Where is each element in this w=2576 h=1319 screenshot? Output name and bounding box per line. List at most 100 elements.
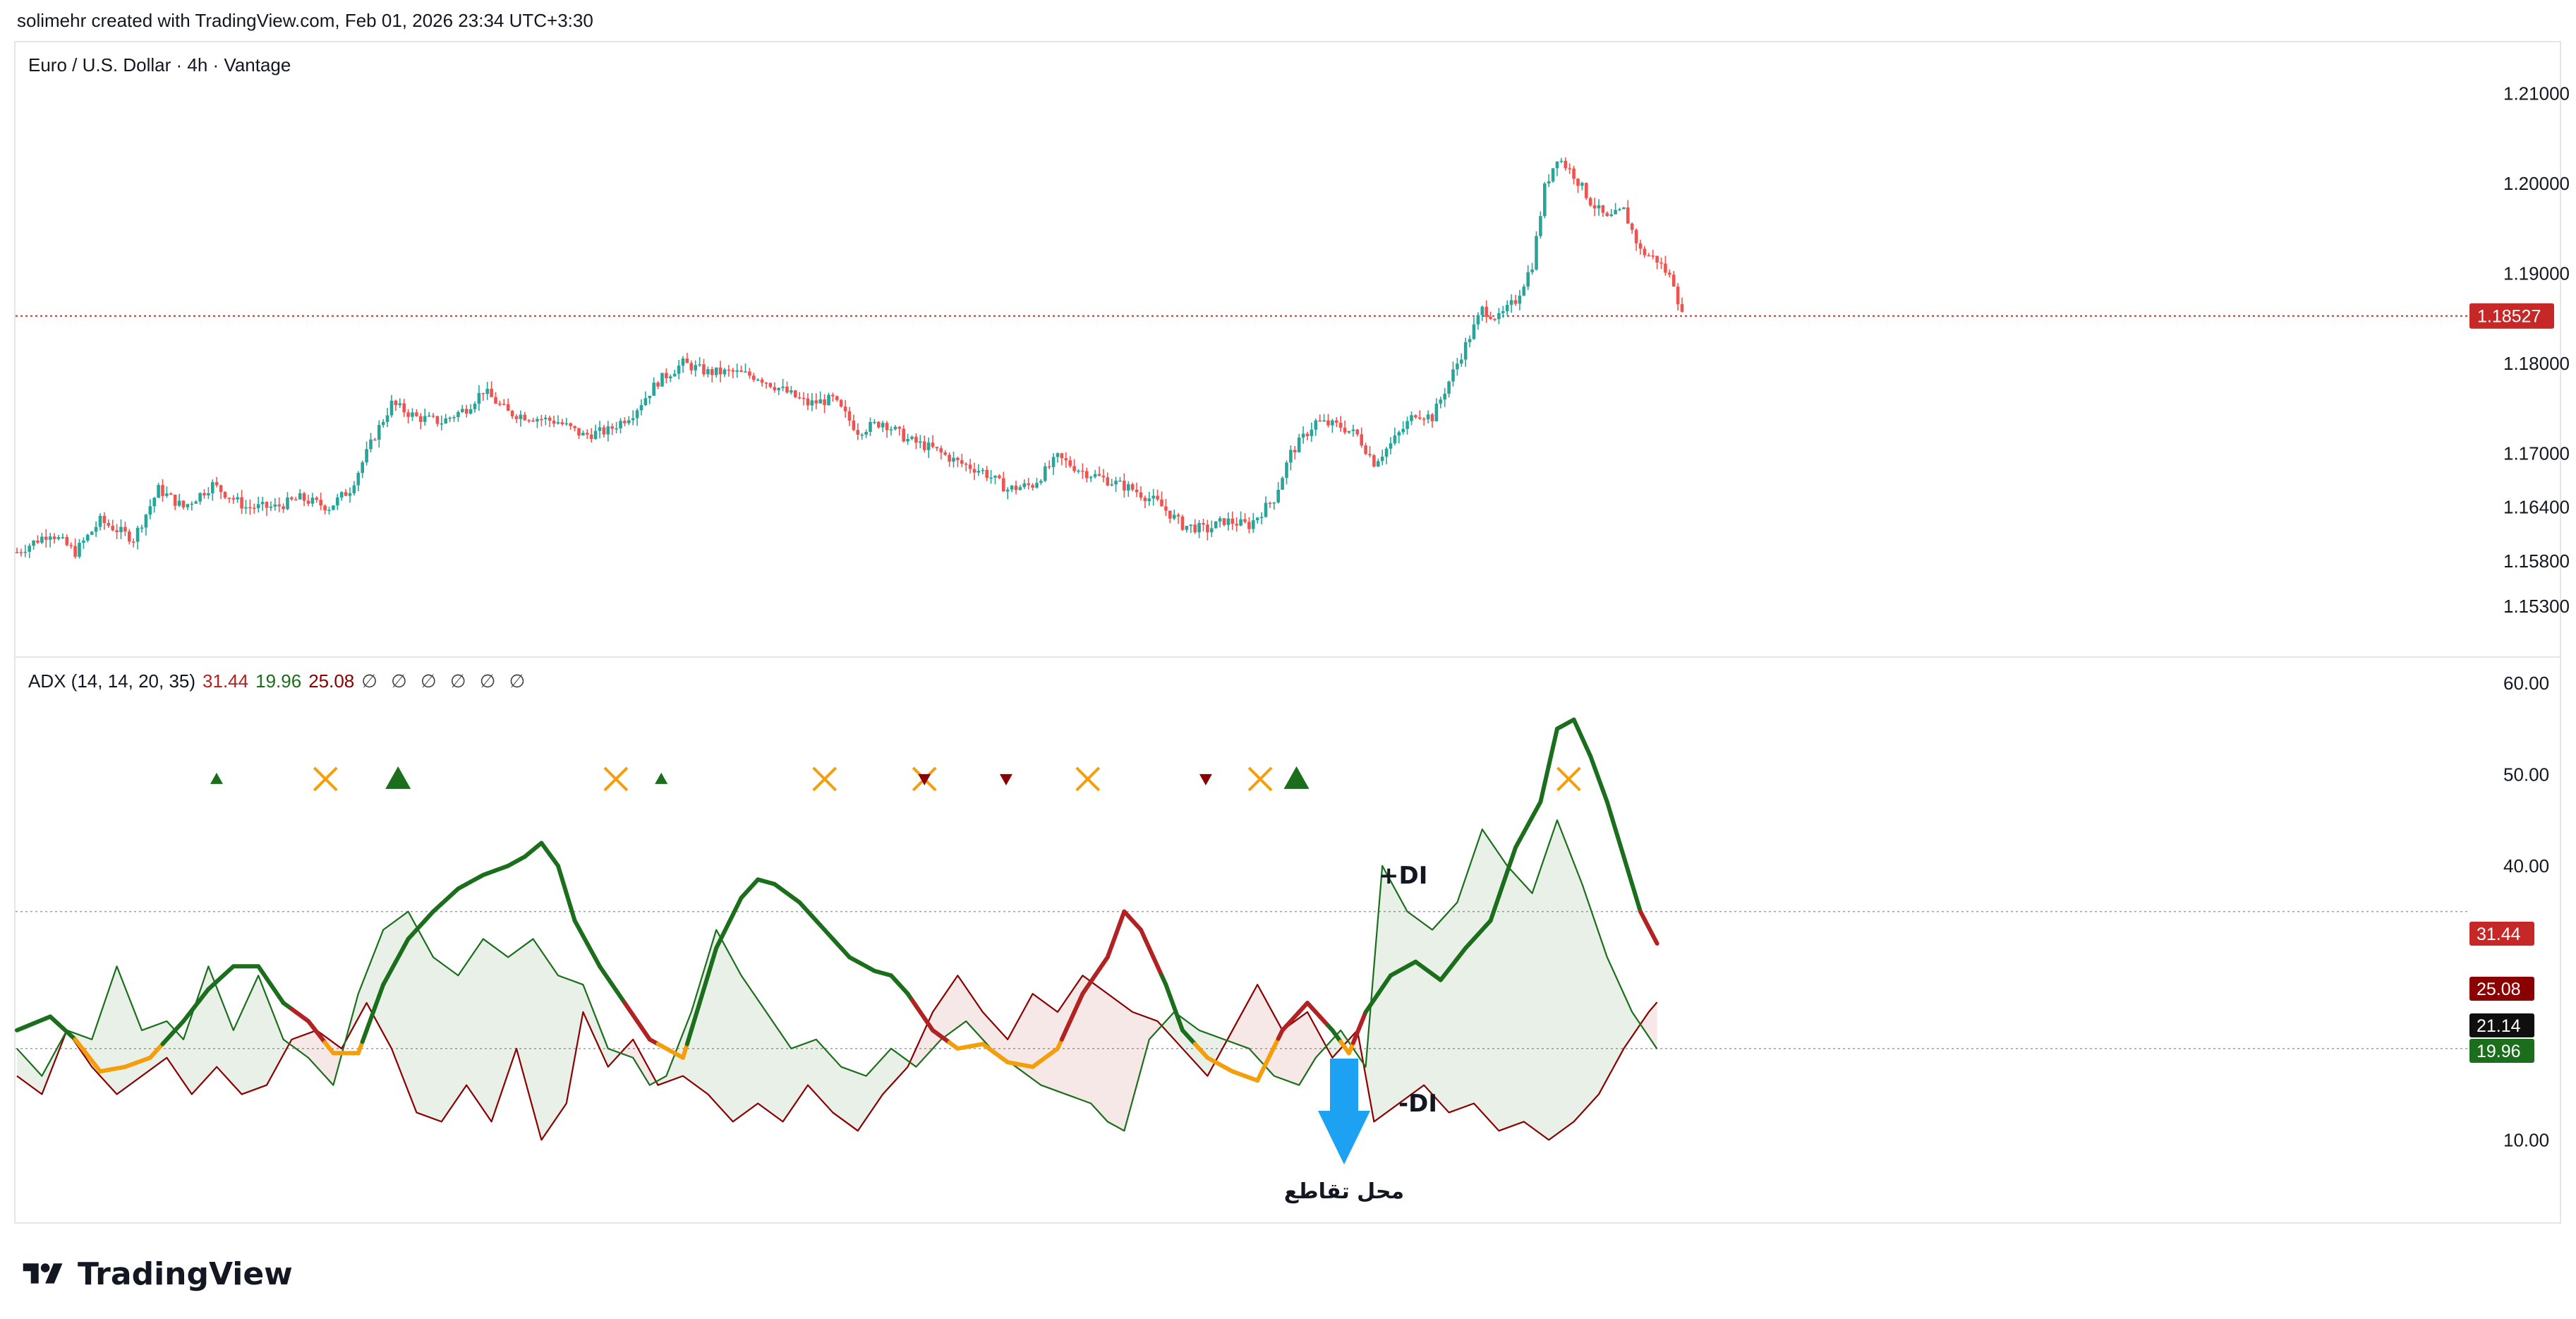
candle-body <box>1384 448 1389 457</box>
candle-body <box>635 410 639 418</box>
candle-body <box>1276 489 1280 503</box>
candle-body <box>440 423 444 425</box>
di-spread-fill <box>791 1047 796 1110</box>
minus-di-value-badge[interactable] <box>2469 977 2534 1001</box>
di-spread-fill <box>787 1042 792 1116</box>
di-spread-fill <box>995 1025 1000 1055</box>
di-spread-fill <box>441 963 446 1122</box>
di-spread-fill <box>949 981 954 1034</box>
candle-body <box>1056 453 1060 457</box>
candle-body <box>1626 207 1630 224</box>
adx-line-segment <box>1488 906 1497 923</box>
candle-body <box>1405 421 1409 429</box>
di-spread-fill <box>142 1028 146 1076</box>
candle-body <box>173 494 177 506</box>
candle-body <box>1580 183 1584 186</box>
di-spread-fill <box>237 1012 242 1095</box>
di-spread-fill <box>1170 1012 1175 1040</box>
candle-body <box>128 531 131 542</box>
candle-body <box>794 390 797 397</box>
threshold-value-badge[interactable] <box>2469 1013 2534 1037</box>
candle-body <box>131 541 135 543</box>
di-spread-fill <box>112 966 117 1095</box>
candle-body <box>190 503 194 505</box>
candle-body <box>40 536 44 543</box>
adx-value-badge[interactable] <box>2469 922 2534 946</box>
candle-body <box>253 507 256 509</box>
candle-body <box>976 471 981 473</box>
di-spread-fill <box>1374 916 1379 1122</box>
pane-separator[interactable] <box>14 656 2561 658</box>
di-spread-fill <box>1470 853 1474 1105</box>
candle-body <box>207 493 210 495</box>
candle-body <box>377 425 381 440</box>
di-spread-fill <box>491 945 496 1122</box>
di-spread-fill <box>1611 966 1616 1072</box>
candle-body <box>302 493 306 501</box>
candle-body <box>315 498 319 500</box>
adx-line-segment <box>1496 881 1506 899</box>
candle-body <box>389 400 394 416</box>
candle-body <box>1285 462 1288 478</box>
candle-body <box>1364 445 1367 454</box>
candle-body <box>744 371 747 373</box>
adx-line-segment <box>1626 868 1635 886</box>
candle-body <box>602 427 606 435</box>
candle-body <box>606 426 610 435</box>
di-spread-fill <box>212 977 217 1072</box>
di-spread-fill <box>845 1068 849 1125</box>
candle-body <box>1110 484 1113 486</box>
candle-body <box>298 493 302 500</box>
adx-line-segment <box>1634 896 1643 914</box>
di-spread-fill <box>1477 829 1482 1113</box>
adx-legend[interactable]: ADX (14, 14, 20, 35) 31.44 19.96 25.08 ∅… <box>28 670 529 692</box>
symbol-title[interactable]: Euro / U.S. Dollar · 4h · Vantage <box>28 54 291 76</box>
current-price-badge[interactable] <box>2469 303 2554 329</box>
di-spread-fill <box>953 975 958 1030</box>
price-axis-tick: 1.16400 <box>2503 497 2570 518</box>
candle-body <box>1489 316 1492 319</box>
adx-line-segment <box>1650 933 1659 946</box>
di-spread-fill <box>1382 865 1387 1116</box>
chart-frame <box>14 41 2561 1224</box>
candle-body <box>1130 484 1135 490</box>
di-spread-fill <box>558 975 562 1116</box>
candle-body <box>1476 315 1480 325</box>
di-spread-fill <box>554 969 558 1122</box>
candle-body <box>1622 207 1626 210</box>
candle-body <box>1426 414 1430 420</box>
di-spread-fill <box>579 983 583 1035</box>
di-spread-fill <box>17 1048 21 1079</box>
candle-body <box>369 439 373 450</box>
di-spread-fill <box>471 951 475 1097</box>
di-spread-fill <box>233 1020 238 1090</box>
plus-di-value-badge[interactable] <box>2469 1039 2534 1063</box>
candle-body <box>411 412 414 417</box>
brand-name: TradingView <box>78 1256 293 1292</box>
di-spread-fill <box>1582 884 1587 1113</box>
candle-body <box>1139 492 1143 498</box>
candle-body <box>1651 255 1655 257</box>
di-spread-fill <box>308 1032 313 1063</box>
di-spread-fill <box>1457 890 1462 1110</box>
candle-body <box>873 421 876 423</box>
di-spread-fill <box>1486 835 1491 1122</box>
candle-body <box>569 423 572 426</box>
di-spread-fill <box>1595 920 1599 1100</box>
candle-body <box>477 392 481 404</box>
adx-line-segment <box>681 1042 689 1060</box>
di-spread-fill <box>1262 992 1266 1067</box>
di-spread-fill <box>366 961 371 1011</box>
candle-body <box>510 411 514 416</box>
candle-body <box>1559 160 1564 162</box>
candle-body <box>956 457 960 461</box>
di-spread-fill <box>754 994 758 1107</box>
candle-body <box>1293 450 1297 452</box>
candle-body <box>52 536 56 539</box>
tradingview-brand[interactable]: TradingView <box>18 1256 293 1292</box>
candle-body <box>98 515 102 527</box>
candle-body <box>939 448 943 453</box>
di-spread-fill <box>1286 1024 1291 1083</box>
di-spread-fill <box>1602 945 1607 1087</box>
